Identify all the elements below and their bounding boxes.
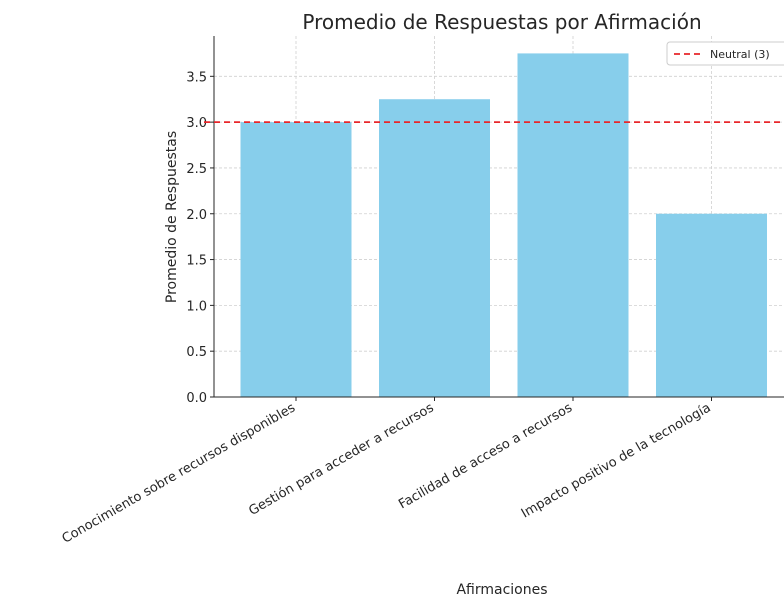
- legend-box: [666, 41, 784, 66]
- legend: Neutral (3): [666, 41, 784, 66]
- chart-title: Promedio de Respuestas por Afirmación: [302, 10, 701, 34]
- y-ticks: 0.0 0.5 1.0 1.5 2.0 2.5 3.0 3.5: [186, 70, 214, 406]
- y-tick-label: 3.0: [186, 116, 207, 131]
- y-tick-label: 0.5: [186, 345, 207, 360]
- x-axis-label: Afirmaciones: [456, 582, 547, 596]
- y-tick-label: 3.5: [186, 70, 207, 85]
- legend-label: Neutral (3): [710, 48, 770, 61]
- y-tick-label: 0.0: [186, 391, 207, 406]
- y-tick-label: 1.5: [186, 254, 207, 269]
- axes: [213, 36, 784, 398]
- y-tick-label: 2.0: [186, 208, 207, 223]
- y-tick-label: 2.5: [186, 162, 207, 177]
- bar: [240, 122, 352, 398]
- bar: [379, 99, 490, 397]
- bar: [656, 213, 767, 397]
- bars: [240, 53, 767, 398]
- x-ticks: Conocimiento sobre recursos disponiblesG…: [60, 397, 714, 547]
- x-tick-label: Conocimiento sobre recursos disponibles: [60, 400, 299, 546]
- bar: [517, 53, 629, 397]
- y-tick-label: 1.0: [186, 299, 207, 314]
- y-axis-label: Promedio de Respuestas: [164, 131, 180, 303]
